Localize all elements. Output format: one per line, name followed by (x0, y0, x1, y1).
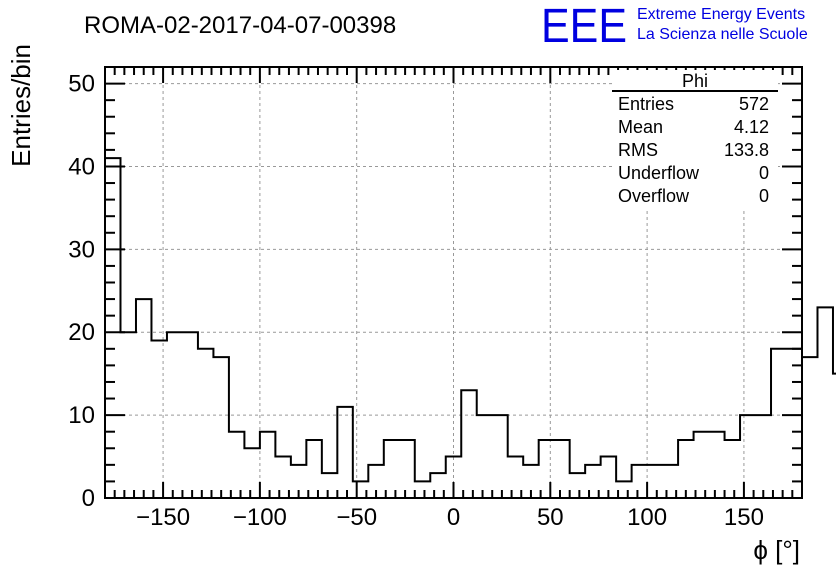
stats-label-rms: RMS (618, 140, 658, 160)
stats-label-overflow: Overflow (618, 186, 690, 206)
histogram-bin-19 (399, 440, 414, 498)
x-axis-title: ϕ [°] (753, 535, 800, 565)
histogram-bin-34 (632, 465, 647, 498)
histogram-bin-40 (725, 440, 740, 498)
stats-box-background (612, 70, 778, 210)
x-tick-label: 0 (447, 504, 460, 531)
histogram-bin-46 (817, 307, 832, 498)
histogram-bin-29 (554, 440, 569, 498)
stats-value-mean: 4.12 (734, 117, 769, 137)
y-tick-label: 40 (68, 153, 95, 180)
stats-box-title: Phi (682, 71, 708, 91)
stats-label-entries: Entries (618, 94, 674, 114)
histogram-bin-43 (771, 349, 786, 498)
histogram-bin-30 (570, 473, 585, 498)
histogram-bin-3 (151, 341, 166, 498)
histogram-bin-0 (105, 158, 120, 498)
stats-value-entries: 572 (739, 94, 769, 114)
histogram-bin-6 (198, 349, 213, 498)
histogram-bin-18 (384, 440, 399, 498)
eee-logo-line1: Extreme Energy Events (637, 6, 805, 23)
histogram-bin-10 (260, 432, 275, 498)
histogram-bin-4 (167, 332, 182, 498)
histogram-bin-42 (756, 415, 771, 498)
x-tick-labels: −150 −100 −50 0 50 100 150 (136, 504, 764, 531)
eee-logo-mark: EEE (541, 0, 627, 53)
histogram-outline (104, 157, 836, 498)
histogram-bin-39 (709, 432, 724, 498)
histogram-bin-14 (322, 473, 337, 498)
plot-frame (104, 66, 803, 499)
stats-label-mean: Mean (618, 117, 663, 137)
histogram-bin-9 (244, 448, 259, 498)
x-tick-label: −100 (233, 504, 287, 531)
histogram-bin-2 (136, 299, 151, 498)
y-tick-label: 20 (68, 319, 95, 346)
histogram-bin-23 (461, 390, 476, 498)
histogram-bin-44 (787, 349, 802, 498)
histogram-bin-38 (694, 432, 709, 498)
y-tick-label: 0 (82, 485, 95, 512)
histogram-bin-8 (229, 432, 244, 498)
x-tick-label: 100 (627, 504, 667, 531)
histogram-bin-37 (678, 440, 693, 498)
histogram-bin-41 (740, 415, 755, 498)
x-tick-label: −50 (336, 504, 377, 531)
y-tick-label: 10 (68, 402, 95, 429)
histogram-series (104, 157, 836, 498)
histogram-bin-7 (213, 357, 228, 498)
eee-logo-line2: La Scienza nelle Scuole (637, 26, 808, 43)
histogram-bin-25 (492, 415, 507, 498)
histogram-bin-13 (306, 440, 321, 498)
y-axis-title: Entries/bin (6, 44, 36, 167)
x-tick-label: 150 (724, 504, 764, 531)
y-tick-label: 30 (68, 236, 95, 263)
stats-box: Phi Entries 572 Mean 4.12 RMS 133.8 Underflow 0… (612, 70, 778, 210)
histogram-bin-15 (337, 407, 352, 498)
grid-lines (105, 67, 802, 498)
stats-value-overflow: 0 (759, 186, 769, 206)
chart-title: ROMA-02-2017-04-07-00398 (84, 12, 396, 39)
stats-value-rms: 133.8 (724, 140, 769, 160)
x-tick-label: 50 (537, 504, 564, 531)
histogram-bin-45 (802, 357, 817, 498)
x-tick-label: −150 (136, 504, 190, 531)
stats-label-underflow: Underflow (618, 163, 700, 183)
histogram-bin-24 (477, 415, 492, 498)
y-tick-label: 50 (68, 71, 95, 98)
stats-rows: Entries 572 Mean 4.12 RMS 133.8 Underflow 0 Over… (618, 94, 769, 206)
stats-value-underflow: 0 (759, 163, 769, 183)
histogram-bin-35 (647, 465, 662, 498)
histogram-bin-20 (415, 481, 430, 498)
histogram-bin-28 (539, 440, 554, 498)
y-tick-labels: 0 10 20 30 40 50 (68, 71, 95, 512)
